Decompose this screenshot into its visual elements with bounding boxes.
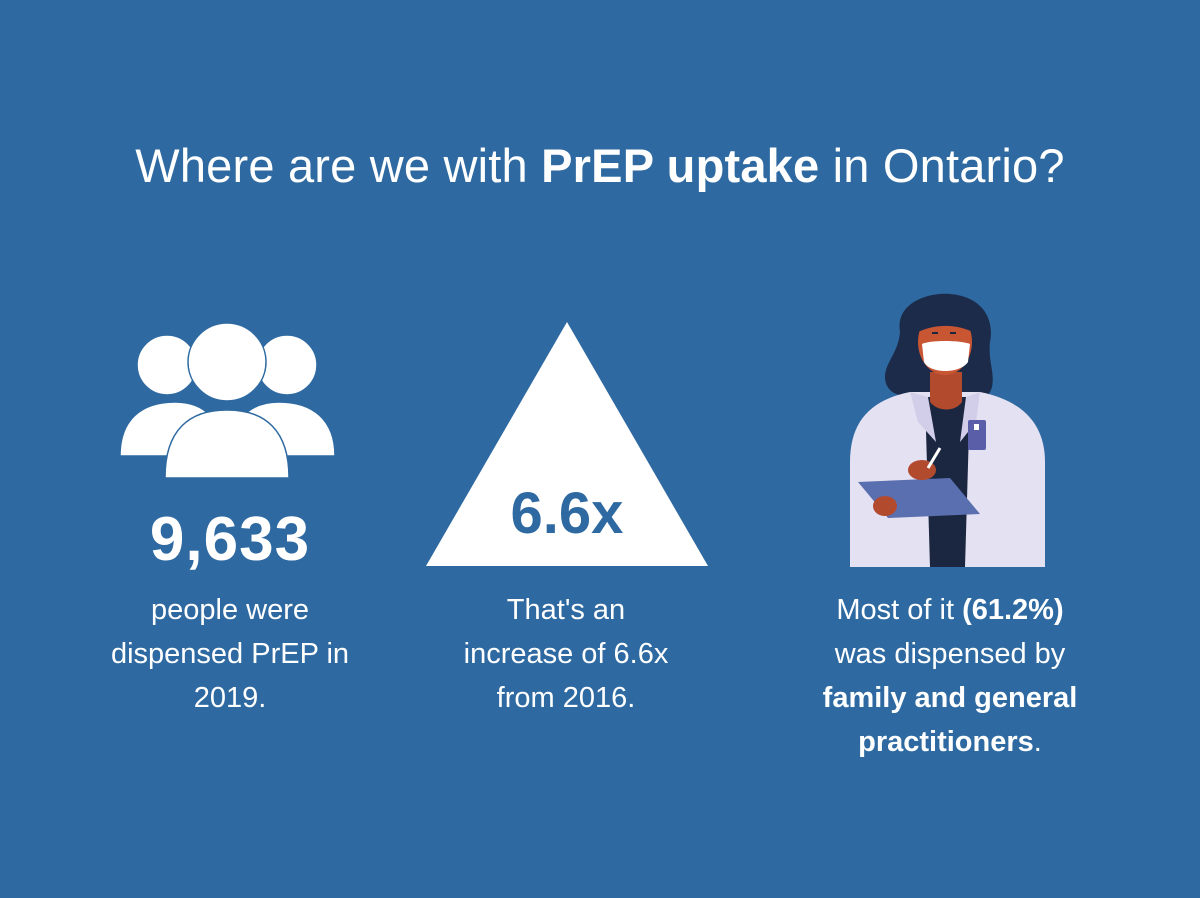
stat3-line4-period: . <box>1033 726 1042 758</box>
stat3-line3: family and general <box>780 676 1120 720</box>
stat1-description: people were dispensed PrEP in 2019. <box>80 588 380 720</box>
stat2-line2: increase of 6.6x <box>463 638 669 670</box>
stat3-line4: practitioners. <box>780 720 1120 764</box>
stat2-line1: That's an <box>506 594 626 626</box>
stat1-line3: 2019. <box>193 682 267 714</box>
title-bold: PrEP uptake <box>541 139 820 192</box>
stat1-line1: people were <box>151 594 309 626</box>
stat3-line1-text: Most of it <box>836 594 963 626</box>
title-suffix: in Ontario? <box>819 139 1065 192</box>
doctor-illustration <box>850 293 1045 567</box>
triangle-up-icon <box>426 322 708 566</box>
people-group-icon <box>119 322 336 479</box>
stat2-description: That's an increase of 6.6x from 2016. <box>416 588 716 720</box>
stat3-line2: was dispensed by <box>834 638 1066 670</box>
stat3-line3-bold: family and general <box>822 682 1078 714</box>
stat2-line3: from 2016. <box>496 682 636 714</box>
page-title: Where are we with PrEP uptake in Ontario… <box>0 138 1200 193</box>
stat3-description: Most of it (61.2%) was dispensed by fami… <box>780 588 1120 764</box>
increase-badge: 6.6x <box>510 481 624 546</box>
stat1-line2: dispensed PrEP in <box>110 638 350 670</box>
stat3-line1: Most of it (61.2%) <box>780 588 1120 632</box>
stat3-percentage: (61.2%) <box>962 594 1064 626</box>
stat3-line4-bold: practitioners <box>858 726 1034 758</box>
dispensed-count: 9,633 <box>149 505 311 574</box>
title-prefix: Where are we with <box>135 139 542 192</box>
